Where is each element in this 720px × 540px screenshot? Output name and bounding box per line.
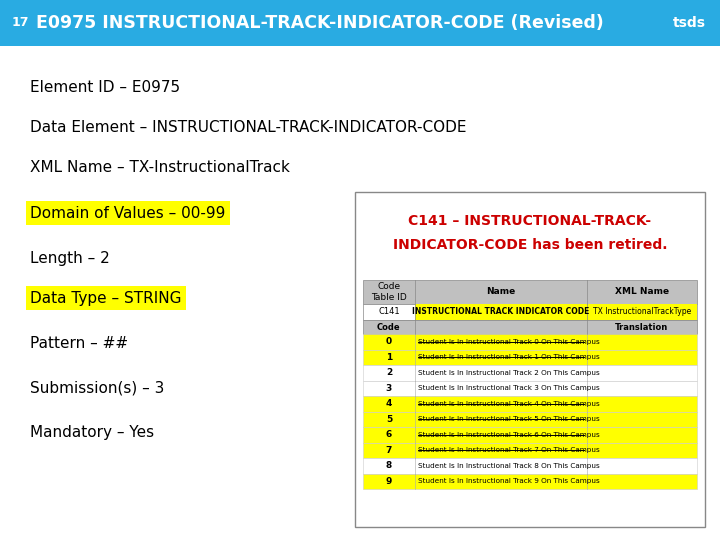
Text: INDICATOR-CODE has been retired.: INDICATOR-CODE has been retired.: [392, 238, 667, 252]
Bar: [587, 304, 697, 320]
Text: Student Is In Instructional Track 6 On This Campus: Student Is In Instructional Track 6 On T…: [418, 432, 600, 438]
Text: Code
Table ID: Code Table ID: [371, 282, 407, 302]
Text: 17: 17: [12, 17, 30, 30]
Text: 5: 5: [386, 415, 392, 424]
Text: 9: 9: [386, 477, 392, 486]
Text: Pattern – ##: Pattern – ##: [30, 335, 128, 350]
Text: Domain of Values – 00-99: Domain of Values – 00-99: [30, 206, 225, 220]
Text: XML Name – TX-InstructionalTrack: XML Name – TX-InstructionalTrack: [30, 160, 290, 176]
Bar: [363, 442, 697, 458]
Text: 1: 1: [386, 353, 392, 362]
Text: 8: 8: [386, 461, 392, 470]
Bar: [363, 320, 697, 334]
Bar: [363, 381, 697, 396]
Bar: [363, 427, 697, 442]
Bar: [355, 192, 705, 527]
Text: 2: 2: [386, 368, 392, 377]
Text: 4: 4: [386, 399, 392, 408]
Bar: [363, 304, 697, 320]
Text: Student Is In Instructional Track 8 On This Campus: Student Is In Instructional Track 8 On T…: [418, 463, 600, 469]
Text: Student Is In Instructional Track 5 On This Campus: Student Is In Instructional Track 5 On T…: [418, 416, 600, 422]
Bar: [363, 280, 697, 304]
Text: Code: Code: [377, 322, 401, 332]
Text: Student Is In Instructional Track 1 On This Campus: Student Is In Instructional Track 1 On T…: [418, 354, 600, 360]
Text: C141 – INSTRUCTIONAL-TRACK-: C141 – INSTRUCTIONAL-TRACK-: [408, 214, 652, 228]
Text: E0975 INSTRUCTIONAL-TRACK-INDICATOR-CODE (Revised): E0975 INSTRUCTIONAL-TRACK-INDICATOR-CODE…: [36, 14, 604, 32]
Text: Student Is In Instructional Track 9 On This Campus: Student Is In Instructional Track 9 On T…: [418, 478, 600, 484]
Text: Data Element – INSTRUCTIONAL-TRACK-INDICATOR-CODE: Data Element – INSTRUCTIONAL-TRACK-INDIC…: [30, 120, 467, 136]
Text: 0: 0: [386, 338, 392, 346]
Text: Student Is In Instructional Track 2 On This Campus: Student Is In Instructional Track 2 On T…: [418, 370, 600, 376]
Text: XML Name: XML Name: [615, 287, 669, 296]
Bar: [363, 396, 697, 411]
Bar: [363, 365, 697, 381]
Bar: [363, 349, 697, 365]
Text: C141: C141: [378, 307, 400, 316]
Text: 6: 6: [386, 430, 392, 439]
Bar: [363, 334, 697, 349]
Bar: [0, 0, 720, 46]
Text: 7: 7: [386, 446, 392, 455]
Text: INSTRUCTIONAL TRACK INDICATOR CODE: INSTRUCTIONAL TRACK INDICATOR CODE: [412, 307, 590, 316]
Bar: [415, 304, 587, 320]
Text: Translation: Translation: [616, 322, 668, 332]
Bar: [363, 474, 697, 489]
Text: Submission(s) – 3: Submission(s) – 3: [30, 381, 164, 395]
Text: 3: 3: [386, 384, 392, 393]
Text: Student Is In Instructional Track 7 On This Campus: Student Is In Instructional Track 7 On T…: [418, 447, 600, 453]
Text: Data Type – STRING: Data Type – STRING: [30, 291, 181, 306]
Text: Student Is In Instructional Track 4 On This Campus: Student Is In Instructional Track 4 On T…: [418, 401, 600, 407]
Text: Element ID – E0975: Element ID – E0975: [30, 80, 180, 96]
Bar: [363, 458, 697, 474]
Bar: [363, 411, 697, 427]
Text: Mandatory – Yes: Mandatory – Yes: [30, 426, 154, 441]
Text: Student Is In Instructional Track 3 On This Campus: Student Is In Instructional Track 3 On T…: [418, 385, 600, 392]
Text: Student Is In Instructional Track 0 On This Campus: Student Is In Instructional Track 0 On T…: [418, 339, 600, 345]
Text: Length – 2: Length – 2: [30, 251, 109, 266]
Text: TX InstructionalTrackType: TX InstructionalTrackType: [593, 307, 691, 316]
Text: tsds: tsds: [673, 16, 706, 30]
Text: Name: Name: [486, 287, 516, 296]
